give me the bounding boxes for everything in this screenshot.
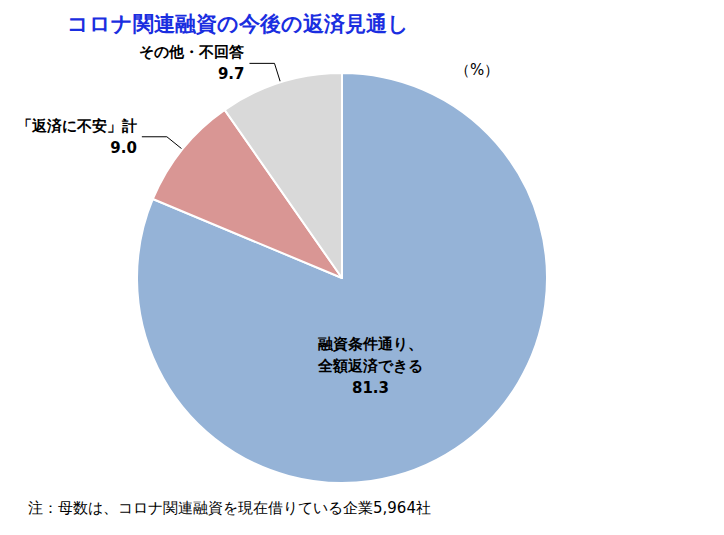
svg-text:9.0: 9.0 (110, 139, 137, 157)
svg-text:全額返済できる: 全額返済できる (317, 357, 423, 375)
svg-text:融資条件通り、: 融資条件通り、 (318, 335, 423, 353)
svg-text:81.3: 81.3 (352, 379, 389, 397)
svg-text:（%）: （%） (455, 61, 499, 79)
svg-text:「返済に不安」計: 「返済に不安」計 (17, 117, 137, 135)
svg-text:その他・不回答: その他・不回答 (139, 43, 244, 61)
svg-text:注：母数は、コロナ関連融資を現在借りている企業5,964社: 注：母数は、コロナ関連融資を現在借りている企業5,964社 (28, 499, 431, 517)
svg-text:コロナ関連融資の今後の返済見通し: コロナ関連融資の今後の返済見通し (67, 12, 409, 36)
svg-text:9.7: 9.7 (218, 65, 245, 83)
